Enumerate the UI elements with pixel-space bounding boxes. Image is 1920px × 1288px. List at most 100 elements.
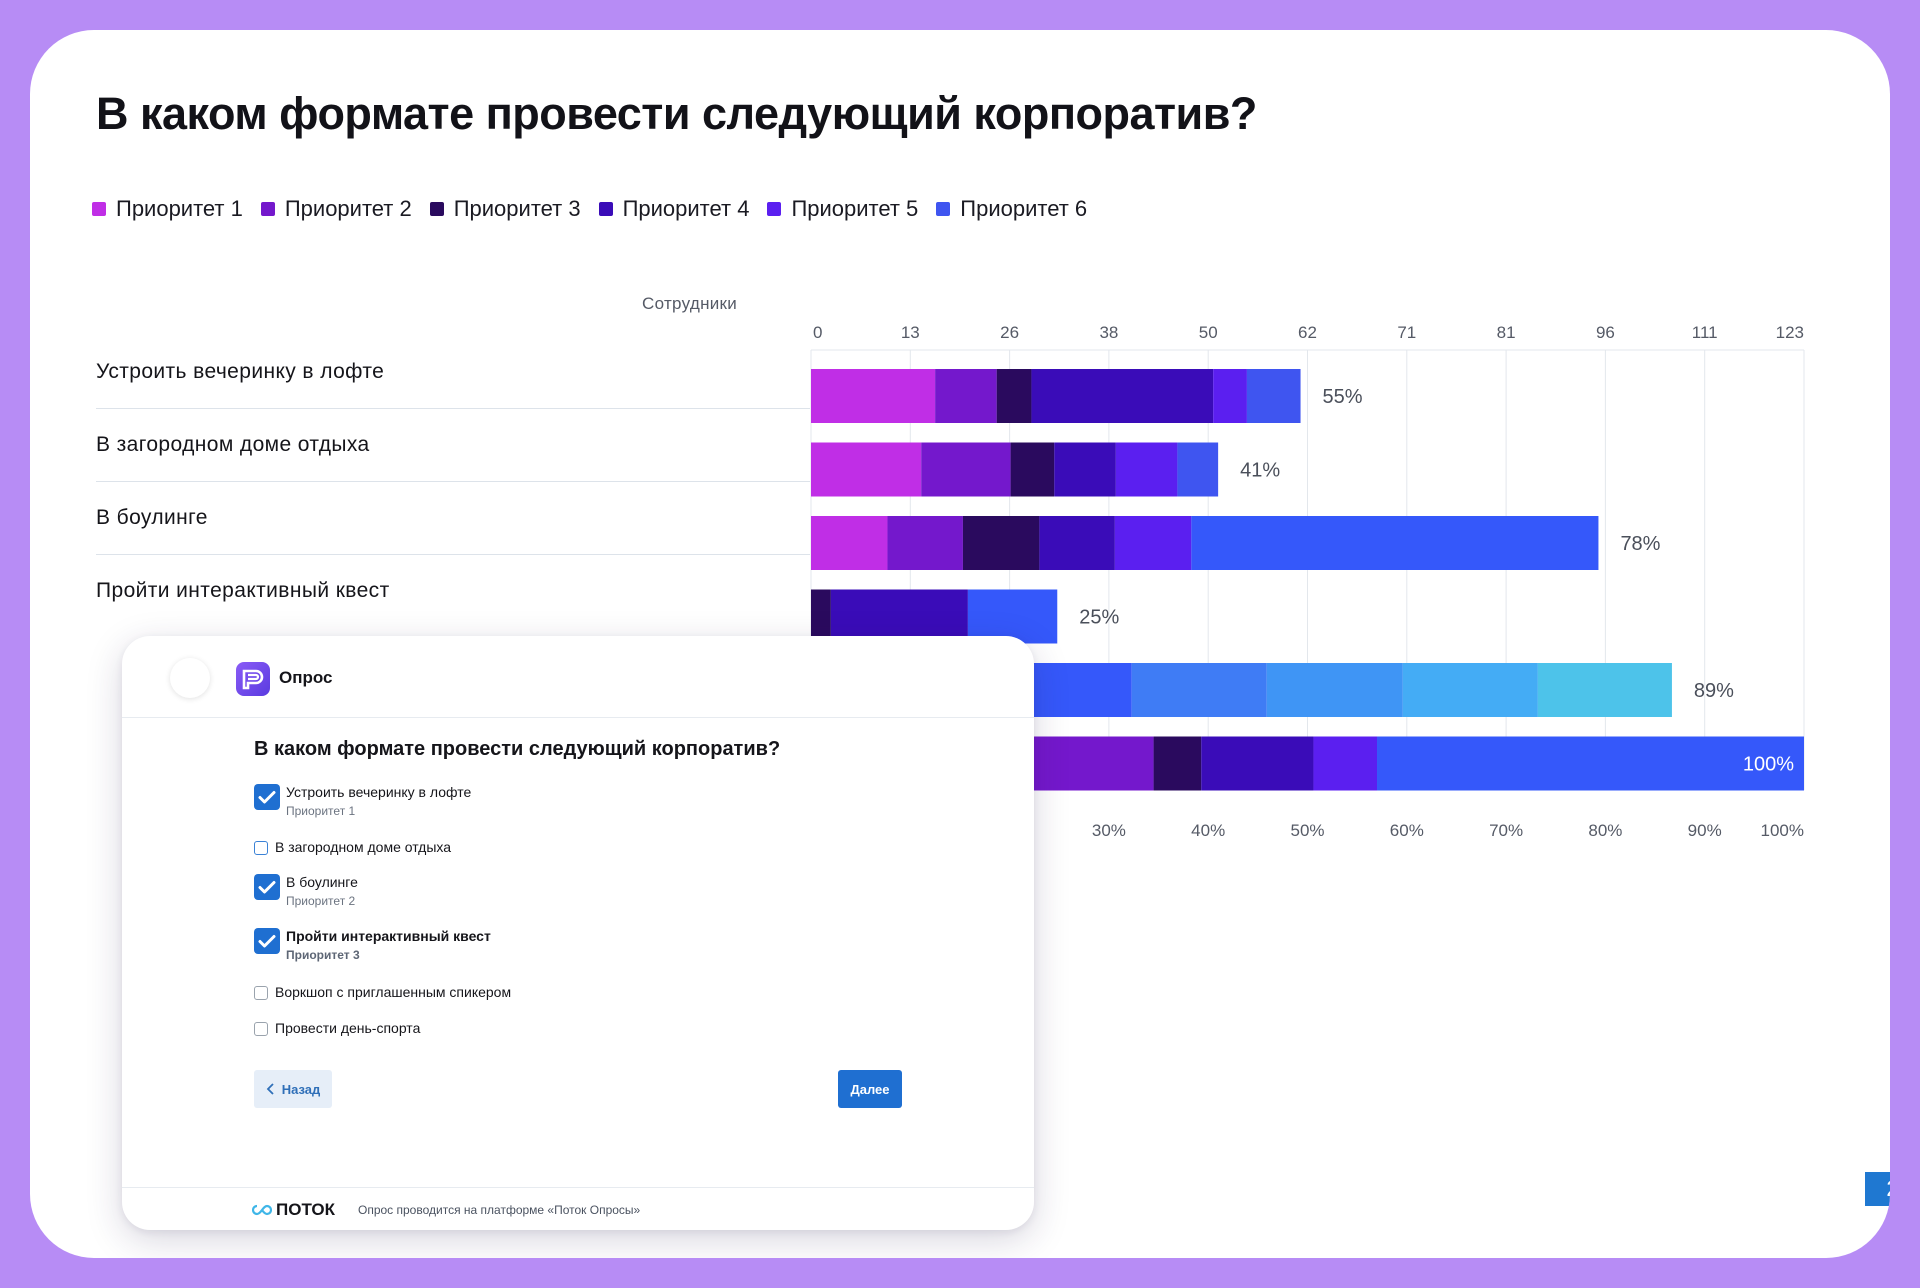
- bar-segment: [1313, 736, 1378, 791]
- survey-question: В каком формате провести следующий корпо…: [254, 738, 781, 760]
- top-tick-label: 38: [1099, 323, 1118, 342]
- legend-item: Приоритет 2: [260, 196, 412, 222]
- bar-segment: [1114, 516, 1192, 570]
- top-tick-label: 71: [1397, 323, 1416, 342]
- bottom-tick-label: 60%: [1390, 821, 1424, 840]
- bar-segment: [811, 369, 936, 423]
- bar-segment: [1266, 663, 1403, 717]
- bar-segment: [1246, 369, 1301, 423]
- top-tick-label: 26: [1000, 323, 1019, 342]
- slide-title: В каком формате провести следующий корпо…: [96, 88, 1257, 139]
- brand-name: ПОТОК: [276, 1200, 336, 1219]
- next-button[interactable]: Далее: [838, 1070, 902, 1108]
- footer-text: Опрос проводится на платформе «Поток Опр…: [358, 1203, 641, 1217]
- checkbox-unchecked[interactable]: [254, 986, 268, 1000]
- checkbox-unchecked[interactable]: [254, 1022, 268, 1036]
- legend-swatch: [92, 202, 106, 216]
- bar-segment: [967, 589, 1058, 644]
- legend-label: Приоритет 3: [453, 196, 581, 221]
- legend-swatch: [429, 202, 444, 216]
- option-priority: Приоритет 2: [286, 894, 356, 908]
- slide: В каком формате провести следующий корпо…: [30, 30, 1890, 1258]
- bar-segment: [935, 369, 997, 423]
- back-button[interactable]: Назад: [254, 1070, 332, 1108]
- bar-segment: [921, 442, 1011, 497]
- bar-total-label: 41%: [1240, 460, 1280, 482]
- legend-swatch: [598, 202, 613, 216]
- bar-segment: [1131, 663, 1267, 717]
- back-button-label: Назад: [281, 1081, 321, 1097]
- bar-segment: [811, 516, 888, 570]
- bar-segment: [811, 589, 831, 644]
- row-divider: [96, 408, 810, 409]
- avatar[interactable]: [170, 658, 210, 698]
- legend-item: Приоритет 1: [92, 196, 243, 222]
- top-tick-label: 123: [1776, 323, 1804, 342]
- legend-label: Приоритет 5: [791, 196, 919, 221]
- app-logo-icon: [236, 662, 270, 696]
- legend-label: Приоритет 4: [622, 196, 750, 221]
- bar-segment: [1039, 516, 1115, 570]
- bar-segment: [1054, 442, 1116, 497]
- checkbox-checked[interactable]: [254, 874, 280, 900]
- bottom-tick-label: 70%: [1489, 821, 1523, 840]
- option-priority: Приоритет 3: [286, 948, 360, 962]
- legend-item: Приоритет 3: [429, 196, 581, 222]
- row-label-quest: Пройти интерактивный квест: [96, 579, 390, 602]
- row-label-loft: Устроить вечеринку в лофте: [96, 360, 385, 383]
- chart-legend: Приоритет 1 Приоритет 2 Приоритет 3 Прио…: [92, 196, 1087, 222]
- legend-swatch: [260, 202, 275, 216]
- top-tick-label: 111: [1692, 323, 1718, 342]
- bar-total-label: 89%: [1694, 680, 1734, 702]
- bar-total-label: 78%: [1620, 533, 1660, 555]
- legend-swatch: [936, 202, 951, 216]
- row-divider: [96, 554, 810, 555]
- app-name: Опрос: [279, 668, 333, 687]
- bottom-tick-label: 90%: [1688, 821, 1722, 840]
- bar-segment: [996, 369, 1032, 423]
- check-icon: [258, 791, 276, 804]
- bottom-tick-label: 50%: [1290, 821, 1324, 840]
- top-tick-label: 50: [1199, 323, 1218, 342]
- top-tick-label: 81: [1497, 323, 1516, 342]
- legend-label: Приоритет 2: [284, 196, 412, 221]
- bar-segment: [962, 516, 1040, 570]
- bar-segment: [1537, 663, 1672, 717]
- bar-segment: [1213, 369, 1247, 423]
- legend-label: Приоритет 1: [116, 196, 243, 221]
- row-label-country-house: В загородном доме отдыха: [96, 433, 370, 456]
- survey-header: Опрос: [122, 636, 1034, 718]
- row-label-bowling: В боулинге: [96, 506, 208, 529]
- infinity-icon: [252, 1204, 272, 1216]
- bar-segment: [1191, 516, 1599, 570]
- bar-segment: [1031, 369, 1214, 423]
- option-priority: Приоритет 1: [286, 804, 356, 818]
- bottom-tick-label: 80%: [1588, 821, 1622, 840]
- checkbox-unchecked[interactable]: [254, 841, 268, 855]
- bar-total-label: 55%: [1323, 386, 1363, 408]
- option-label: Провести день-спорта: [275, 1020, 421, 1036]
- check-icon: [258, 935, 276, 948]
- checkbox-checked[interactable]: [254, 928, 280, 954]
- bar-segment: [1115, 442, 1178, 497]
- top-tick-label: 0: [813, 323, 822, 342]
- option-label: Пройти интерактивный квест: [286, 928, 491, 944]
- legend-item: Приоритет 4: [598, 196, 750, 222]
- top-tick-label: 96: [1596, 323, 1615, 342]
- y-axis-title: Сотрудники: [642, 294, 738, 313]
- bar-segment: [1153, 736, 1202, 791]
- bar-segment: [1377, 736, 1804, 791]
- option-label: Устроить вечеринку в лофте: [286, 784, 472, 800]
- checkbox-checked[interactable]: [254, 784, 280, 810]
- bar-segment: [1010, 442, 1055, 497]
- option-label: Воркшоп с приглашенным спикером: [275, 984, 512, 1000]
- top-tick-label: 13: [901, 323, 920, 342]
- top-tick-label: 62: [1298, 323, 1317, 342]
- bar-total-label: 100%: [1743, 754, 1794, 776]
- bar-segment: [1177, 442, 1219, 497]
- legend-swatch: [767, 202, 782, 216]
- chevron-left-icon: [266, 1083, 274, 1095]
- check-icon: [258, 881, 276, 894]
- bar-segment: [887, 516, 963, 570]
- legend-label: Приоритет 6: [960, 196, 1088, 221]
